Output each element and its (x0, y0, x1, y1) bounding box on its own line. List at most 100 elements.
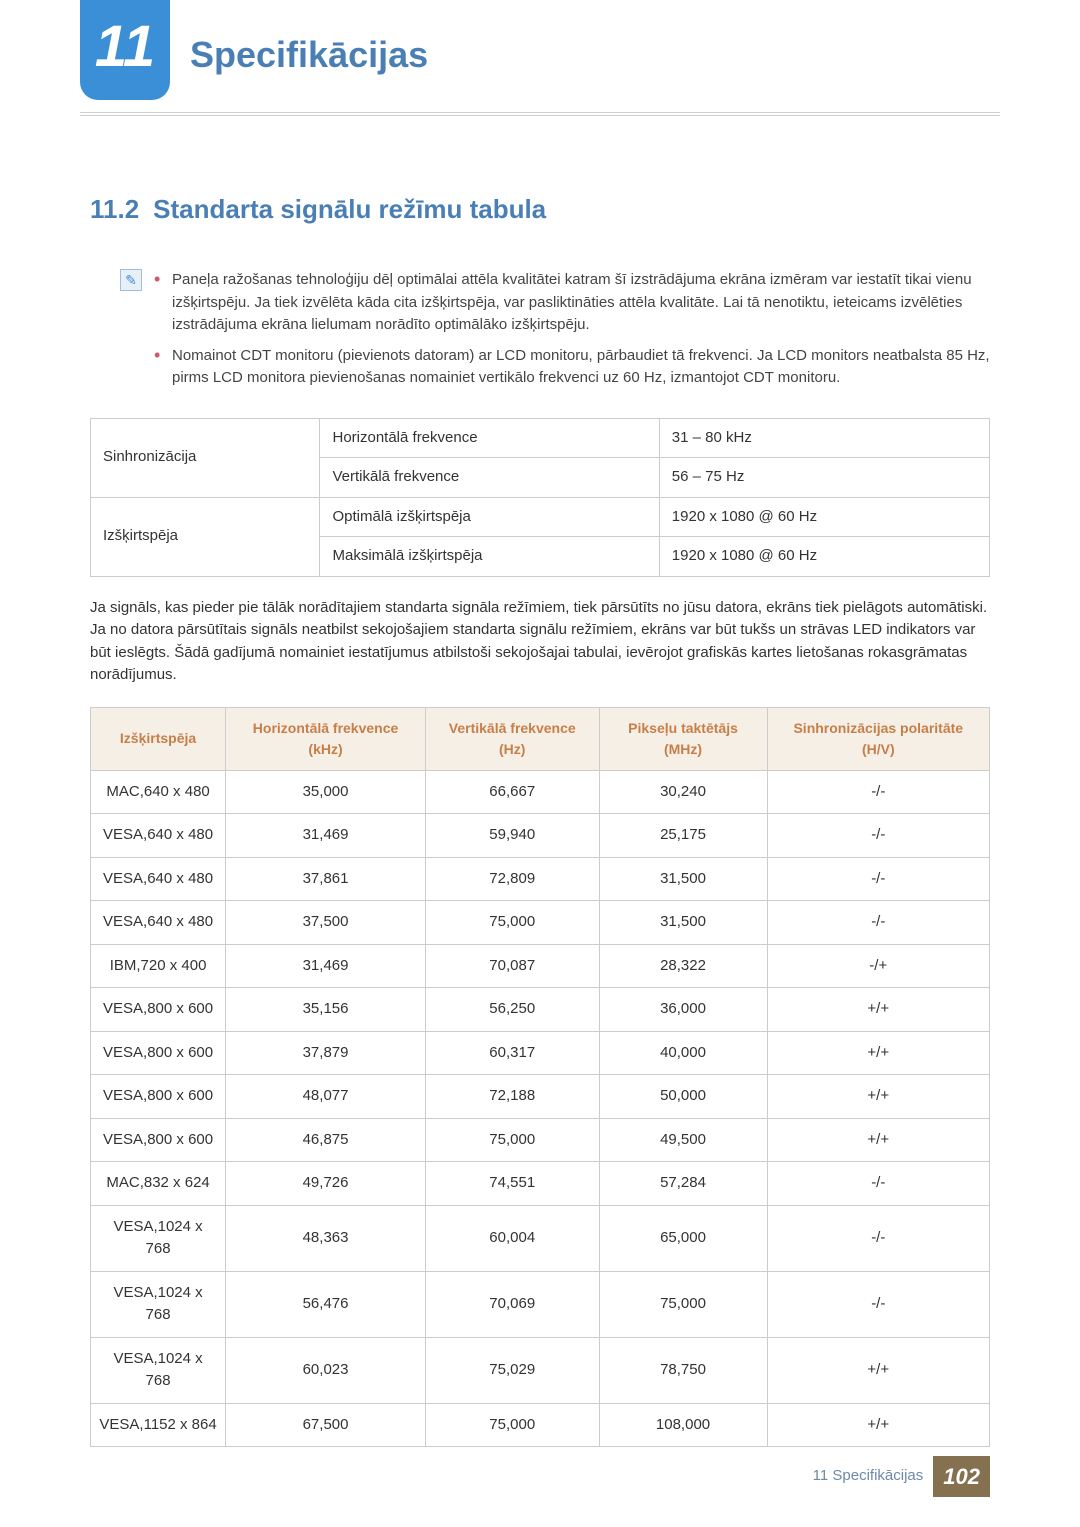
cell: 35,156 (226, 988, 426, 1032)
cell: VESA,800 x 600 (91, 1075, 226, 1119)
modes-table: Izšķirtspēja Horizontālā frekvence (kHz)… (90, 707, 990, 1448)
cell: 70,069 (425, 1271, 599, 1337)
spec-label: Maksimālā izšķirtspēja (320, 537, 659, 577)
page-header: 11 Specifikācijas (0, 0, 1080, 130)
col-header: Pikseļu taktētājs (MHz) (599, 707, 767, 770)
col-header: Sinhronizācijas polaritāte (H/V) (767, 707, 989, 770)
footer-chapter-label: 11 Specifikācijas (813, 1465, 934, 1488)
cell: +/+ (767, 1337, 989, 1403)
cell: 30,240 (599, 770, 767, 814)
cell: +/+ (767, 1403, 989, 1447)
cell: IBM,720 x 400 (91, 944, 226, 988)
table-row: Sinhronizācija Horizontālā frekvence 31 … (91, 418, 990, 458)
cell: -/- (767, 1162, 989, 1206)
table-row: VESA,800 x 60037,87960,31740,000+/+ (91, 1031, 990, 1075)
cell: 60,023 (226, 1337, 426, 1403)
cell: VESA,640 x 480 (91, 857, 226, 901)
cell: VESA,800 x 600 (91, 1031, 226, 1075)
cell: MAC,640 x 480 (91, 770, 226, 814)
section-title: Standarta signālu režīmu tabula (153, 194, 546, 224)
cell: 48,363 (226, 1205, 426, 1271)
col-header: Horizontālā frekvence (kHz) (226, 707, 426, 770)
table-row: VESA,640 x 48037,50075,00031,500-/- (91, 901, 990, 945)
cell: 49,726 (226, 1162, 426, 1206)
page-footer: 11 Specifikācijas 102 (813, 1456, 990, 1497)
chapter-title: Specifikācijas (190, 28, 428, 82)
cell: 72,188 (425, 1075, 599, 1119)
cell: 75,000 (599, 1271, 767, 1337)
cell: 78,750 (599, 1337, 767, 1403)
cell: 65,000 (599, 1205, 767, 1271)
cell: 75,000 (425, 1118, 599, 1162)
cell: 75,000 (425, 901, 599, 945)
note-list: Paneļa ražošanas tehnoloģiju dēļ optimāl… (154, 269, 990, 398)
cell: 75,029 (425, 1337, 599, 1403)
cell: VESA,640 x 480 (91, 901, 226, 945)
table-row: VESA,800 x 60035,15656,25036,000+/+ (91, 988, 990, 1032)
table-row: Izšķirtspēja Optimālā izšķirtspēja 1920 … (91, 497, 990, 537)
cell: VESA,800 x 600 (91, 1118, 226, 1162)
spec-group: Sinhronizācija (91, 418, 320, 497)
cell: 74,551 (425, 1162, 599, 1206)
cell: +/+ (767, 1031, 989, 1075)
cell: +/+ (767, 1118, 989, 1162)
cell: VESA,1152 x 864 (91, 1403, 226, 1447)
cell: 31,500 (599, 857, 767, 901)
cell: -/- (767, 901, 989, 945)
note-icon: ✎ (120, 269, 142, 291)
section-number: 11.2 (90, 194, 139, 224)
cell: 28,322 (599, 944, 767, 988)
table-row: IBM,720 x 40031,46970,08728,322-/+ (91, 944, 990, 988)
spec-value: 56 – 75 Hz (659, 458, 989, 498)
table-row: VESA,800 x 60048,07772,18850,000+/+ (91, 1075, 990, 1119)
cell: 59,940 (425, 814, 599, 858)
cell: 67,500 (226, 1403, 426, 1447)
col-header: Vertikālā frekvence (Hz) (425, 707, 599, 770)
cell: 50,000 (599, 1075, 767, 1119)
note-block: ✎ Paneļa ražošanas tehnoloģiju dēļ optim… (90, 269, 990, 398)
cell: 46,875 (226, 1118, 426, 1162)
table-row: VESA,640 x 48031,46959,94025,175-/- (91, 814, 990, 858)
cell: 48,077 (226, 1075, 426, 1119)
cell: 108,000 (599, 1403, 767, 1447)
table-header-row: Izšķirtspēja Horizontālā frekvence (kHz)… (91, 707, 990, 770)
cell: 72,809 (425, 857, 599, 901)
cell: 25,175 (599, 814, 767, 858)
cell: 35,000 (226, 770, 426, 814)
cell: +/+ (767, 1075, 989, 1119)
cell: 37,500 (226, 901, 426, 945)
cell: -/- (767, 1271, 989, 1337)
cell: 37,879 (226, 1031, 426, 1075)
table-row: VESA,1152 x 86467,50075,000108,000+/+ (91, 1403, 990, 1447)
cell: -/- (767, 814, 989, 858)
spec-label: Optimālā izšķirtspēja (320, 497, 659, 537)
cell: 40,000 (599, 1031, 767, 1075)
spec-value: 31 – 80 kHz (659, 418, 989, 458)
cell: 66,667 (425, 770, 599, 814)
section-heading: 11.2 Standarta signālu režīmu tabula (90, 190, 990, 229)
cell: +/+ (767, 988, 989, 1032)
cell: 75,000 (425, 1403, 599, 1447)
cell: 70,087 (425, 944, 599, 988)
cell: 60,004 (425, 1205, 599, 1271)
chapter-number-badge: 11 (80, 0, 170, 100)
note-item: Paneļa ražošanas tehnoloģiju dēļ optimāl… (154, 269, 990, 337)
spec-group: Izšķirtspēja (91, 497, 320, 576)
table-row: VESA,1024 x 76860,02375,02978,750+/+ (91, 1337, 990, 1403)
spec-label: Horizontālā frekvence (320, 418, 659, 458)
cell: 31,500 (599, 901, 767, 945)
header-divider (80, 112, 1000, 113)
cell: 60,317 (425, 1031, 599, 1075)
table-row: VESA,800 x 60046,87575,00049,500+/+ (91, 1118, 990, 1162)
table-row: VESA,1024 x 76856,47670,06975,000-/- (91, 1271, 990, 1337)
cell: VESA,1024 x 768 (91, 1337, 226, 1403)
cell: -/- (767, 1205, 989, 1271)
cell: 57,284 (599, 1162, 767, 1206)
cell: -/+ (767, 944, 989, 988)
cell: VESA,1024 x 768 (91, 1205, 226, 1271)
cell: 31,469 (226, 814, 426, 858)
cell: -/- (767, 770, 989, 814)
cell: MAC,832 x 624 (91, 1162, 226, 1206)
page-number: 102 (933, 1456, 990, 1497)
cell: 49,500 (599, 1118, 767, 1162)
